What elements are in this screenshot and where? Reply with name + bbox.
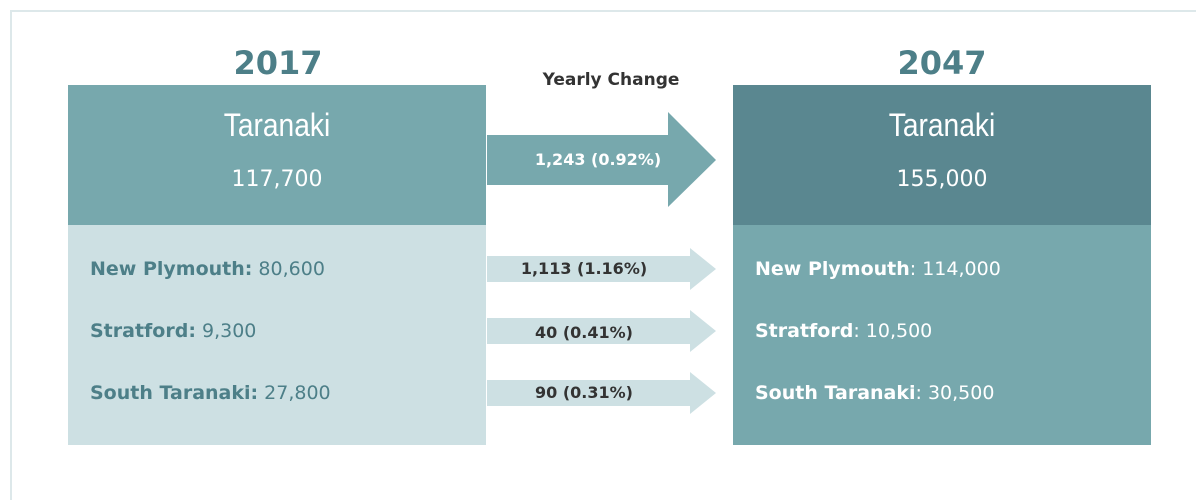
frame (10, 10, 1196, 500)
arrows (487, 112, 716, 414)
district-pop: 9,300 (201, 320, 257, 342)
population: 155,000 (896, 167, 988, 192)
population: 117,700 (231, 167, 323, 192)
district-change: 90 (0.31%) (535, 383, 633, 402)
region: Taranaki (223, 107, 331, 143)
total-change: 1,243 (0.92%) (534, 150, 662, 169)
start-header: Taranaki 117,700 (68, 85, 486, 225)
page: 2017 2047 Taranaki 117,700 Taranaki 155,… (10, 10, 1196, 500)
region: Taranaki (888, 107, 996, 143)
district: New Plymouth: 114,000 (755, 257, 1001, 281)
district-arrow (487, 372, 716, 414)
district-name: Stratford (755, 320, 854, 342)
district-pop: 80,600 (258, 258, 325, 280)
start-districts: New Plymouth: 80,600 Stratford: 9,300 So… (68, 225, 486, 445)
total-arrow (487, 112, 716, 207)
district: Stratford: 9,300 (90, 319, 256, 343)
end-header: Taranaki 155,000 (733, 85, 1151, 225)
district-pop: 27,800 (264, 382, 331, 404)
district-pop: : 114,000 (909, 258, 1001, 280)
district-pop: : 10,500 (853, 320, 933, 342)
district-pop: : 30,500 (915, 382, 995, 404)
district-arrow (487, 248, 716, 290)
district-name: Stratford: (90, 320, 196, 342)
district-name: New Plymouth: (90, 258, 253, 280)
district-name: South Taranaki: (90, 382, 259, 404)
district-name: South Taranaki (755, 382, 916, 404)
district: New Plymouth: 80,600 (90, 257, 325, 281)
district-change: 1,113 (1.16%) (520, 259, 648, 278)
district-change: 40 (0.41%) (535, 323, 633, 342)
district: South Taranaki: 27,800 (90, 381, 331, 405)
district: South Taranaki: 30,500 (755, 381, 994, 405)
district-name: New Plymouth (755, 258, 910, 280)
district: Stratford: 10,500 (755, 319, 932, 343)
end-year: 2047 (897, 44, 987, 82)
change-title: Yearly Change (542, 70, 680, 90)
district-arrow (487, 310, 716, 352)
start-year: 2017 (233, 44, 323, 82)
end-districts: New Plymouth: 114,000 Stratford: 10,500 … (733, 225, 1151, 445)
